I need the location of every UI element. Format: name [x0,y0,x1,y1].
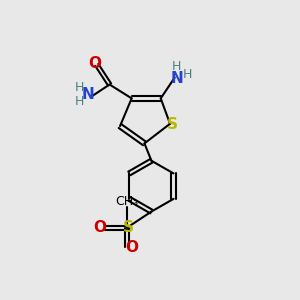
Text: O: O [126,240,139,255]
Text: S: S [167,117,178,132]
Text: H: H [75,81,84,94]
Text: N: N [170,71,183,86]
Text: O: O [88,56,101,71]
Text: H: H [75,95,84,108]
Text: H: H [183,68,192,81]
Text: O: O [93,220,106,235]
Text: CH₃: CH₃ [116,195,139,208]
Text: S: S [123,220,134,235]
Text: H: H [172,60,181,73]
Text: N: N [82,87,94,102]
